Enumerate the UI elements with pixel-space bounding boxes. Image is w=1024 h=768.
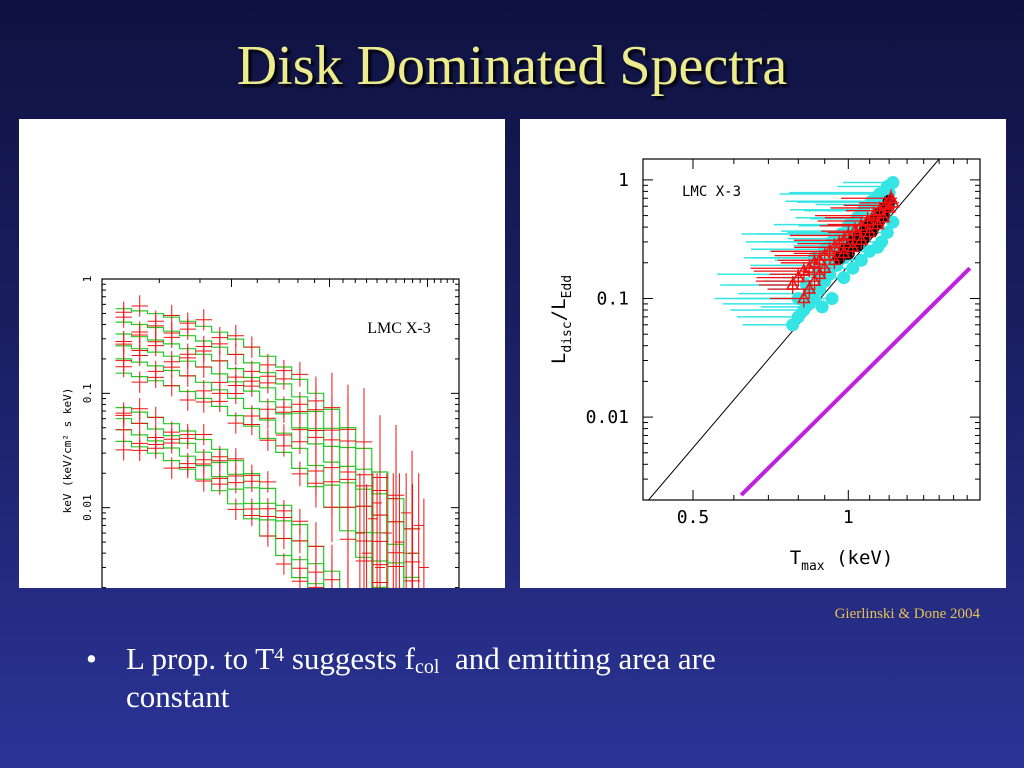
y-axis-label: keV (keV/cm² s keV) xyxy=(61,388,74,514)
data-point-red xyxy=(876,210,891,223)
luminosity-temperature-chart: 0.5 1 1 0.1 0.01 Tmax (keV) Ldisc/LEdd LMC X-3 xyxy=(548,158,981,574)
data-point-red xyxy=(796,290,811,304)
data-point-cyan xyxy=(815,300,829,314)
data-point-red xyxy=(802,281,817,294)
chart-annotation: LMC X-3 xyxy=(682,184,741,200)
slide-title: Disk Dominated Spectra xyxy=(236,35,788,97)
data-point-red xyxy=(827,252,842,266)
bullet-text-part: suggests f xyxy=(284,641,415,676)
data-point-cyan xyxy=(886,215,900,229)
data-point-cyan xyxy=(837,271,851,285)
spectra-chart: 5102010.10.0110⁻³channel energy (keV)keV… xyxy=(61,276,460,588)
y-tick-label: 1 xyxy=(618,170,629,191)
y-tick-label: 1 xyxy=(81,276,94,283)
citation-credit: Gierlinski & Done 2004 xyxy=(834,606,980,622)
data-point-red xyxy=(836,245,851,259)
data-point-red xyxy=(822,243,837,257)
bullet-subscript: col xyxy=(415,656,440,678)
model-spectrum-line xyxy=(115,358,389,588)
plot-area xyxy=(648,159,972,500)
model-spectrum-line xyxy=(115,407,341,588)
data-point-cyan xyxy=(856,203,870,217)
data-point-red xyxy=(812,266,827,280)
y-axis-label: Ldisc/LEdd xyxy=(548,275,575,364)
luminosity-temperature-chart-panel: 0.5 1 1 0.1 0.01 Tmax (keV) Ldisc/LEdd LMC X-3 xyxy=(520,119,1006,588)
data-point-cyan xyxy=(846,261,860,275)
data-point-cyan xyxy=(880,179,894,193)
y-tick-label: 0.1 xyxy=(81,383,94,403)
data-point-cyan xyxy=(871,240,885,254)
bullet-text-part: and emitting area are xyxy=(439,641,716,676)
data-point-red xyxy=(807,273,822,286)
bullet-superscript: 4 xyxy=(274,644,285,666)
spectra-chart-panel: 5102010.10.0110⁻³channel energy (keV)keV… xyxy=(19,119,505,588)
model-spectrum-line xyxy=(115,440,309,588)
y-tick-label: 0.01 xyxy=(586,407,629,428)
bullet-text-part: L prop. to T xyxy=(126,641,275,676)
data-point-red xyxy=(817,260,832,274)
x-tick-label: 1 xyxy=(843,507,854,528)
chart-annotation: LMC X-3 xyxy=(367,320,431,337)
data-point-red xyxy=(870,216,885,230)
plot-frame xyxy=(101,278,460,588)
bullet-text: L prop. to T4 suggests fcol and emitting… xyxy=(126,640,926,716)
bullet-text-line2: constant xyxy=(126,679,230,714)
data-point-red xyxy=(796,263,811,276)
data-point-cyan xyxy=(854,253,868,267)
x-axis-label: Tmax (keV) xyxy=(790,547,894,574)
data-point-red xyxy=(854,232,869,246)
data-point-cyan xyxy=(825,291,839,305)
data-point-red xyxy=(886,195,900,208)
magenta-line xyxy=(739,266,972,497)
y-tick-label: 0.1 xyxy=(596,288,629,309)
plot-frame xyxy=(642,158,981,501)
x-tick-label: 0.5 xyxy=(677,507,710,528)
y-tick-label: 0.01 xyxy=(81,494,94,520)
data-point-red xyxy=(862,224,877,238)
bullet-marker: • xyxy=(86,641,97,676)
data-point-red xyxy=(807,255,822,268)
data-point-red xyxy=(845,239,860,253)
